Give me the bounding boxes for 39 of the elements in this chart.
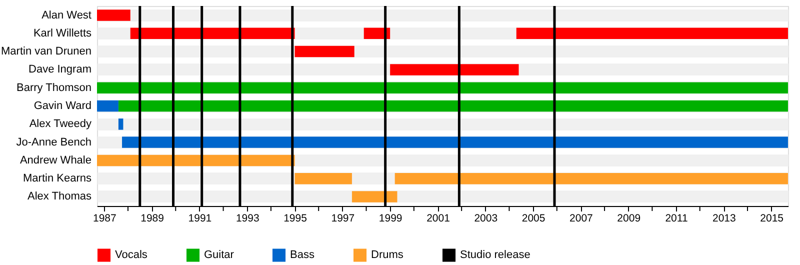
y-tick-label: Martin Kearns — [23, 172, 92, 185]
legend-label: Bass — [290, 249, 315, 262]
bar — [294, 46, 354, 58]
y-tick-label: Karl Willetts — [33, 27, 92, 40]
bar — [294, 172, 352, 184]
x-tick-label: 1997 — [331, 212, 355, 224]
y-tick-label: Andrew Whale — [20, 154, 92, 166]
legend-label: Guitar — [204, 249, 234, 262]
y-tick-label: Alex Tweedy — [29, 118, 92, 130]
x-tick-label: 2011 — [665, 212, 688, 224]
bar — [390, 64, 519, 76]
x-tick-label: 2015 — [760, 212, 784, 224]
bar — [352, 191, 398, 202]
x-tick-label: 2013 — [712, 212, 736, 224]
bar — [97, 10, 130, 21]
legend-label: Studio release — [460, 249, 530, 262]
bar — [97, 100, 118, 112]
y-tick-label: Barry Thomson — [16, 82, 92, 94]
x-tick-label: 2005 — [522, 212, 546, 224]
y-tick-label: Jo-Anne Bench — [16, 136, 92, 148]
x-tick-label: 1999 — [378, 212, 402, 224]
x-tick-label: 1989 — [140, 212, 164, 224]
bar — [97, 154, 295, 166]
x-tick-label: 1995 — [284, 212, 308, 224]
x-tick-label: 2003 — [474, 212, 498, 224]
x-tick-label: 2001 — [426, 212, 450, 224]
x-tick-label: 2009 — [617, 212, 641, 224]
y-tick-label: Gavin Ward — [34, 100, 92, 112]
legend-label: Vocals — [115, 249, 148, 262]
x-tick-label: 1991 — [188, 212, 212, 224]
bar — [118, 118, 124, 130]
x-tick-label: 1987 — [92, 212, 116, 224]
y-tick-label: Alan West — [42, 9, 92, 22]
x-tick-label: 2007 — [570, 212, 594, 224]
legend-label: Drums — [371, 249, 404, 262]
x-tick-label: 1993 — [236, 212, 260, 224]
y-tick-label: Martin van Drunen — [1, 46, 92, 58]
y-tick-label: Dave Ingram — [28, 64, 92, 76]
y-tick-label: Alex Thomas — [28, 190, 92, 203]
